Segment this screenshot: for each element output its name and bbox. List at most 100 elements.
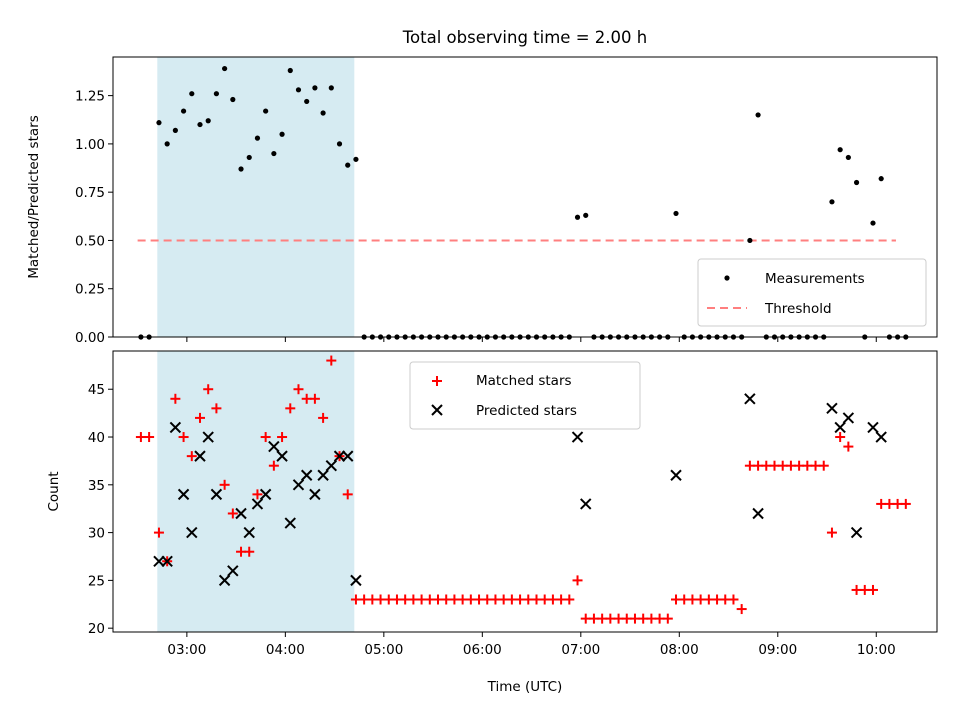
matched-star-point (900, 498, 911, 509)
measurement-point (574, 214, 581, 220)
y-tick-label: 40 (88, 430, 105, 446)
measurement-point (304, 98, 310, 105)
legend-threshold-label: Threshold (764, 301, 832, 317)
measurement-point (222, 65, 228, 72)
predicted-star-point (300, 469, 313, 481)
predicted-star-point (210, 488, 223, 501)
matched-star-point (260, 432, 271, 443)
measurement-point (312, 85, 318, 91)
measurement-point (673, 210, 679, 217)
matched-star-point (326, 355, 337, 366)
measurement-point (246, 154, 252, 161)
measurement-point (837, 147, 843, 153)
top-axes: 0.00 0.25 0.50 0.75 1.00 1.25 Matched/Predict… (26, 56, 938, 346)
measurement-point (213, 91, 220, 97)
matched-star-point (285, 403, 296, 414)
predicted-star-point (227, 565, 239, 577)
predicted-star-point (309, 488, 321, 501)
matched-star-point (736, 604, 747, 615)
top-legend-box (697, 258, 927, 327)
x-tick-label: 07:00 (561, 642, 600, 658)
x-tick-label: 08:00 (660, 642, 699, 658)
predicted-star-point (744, 393, 756, 405)
x-axis-label: Time (UTC) (487, 679, 563, 695)
bottom-y-axis-label: Count (46, 471, 62, 511)
matched-star-point (178, 432, 189, 443)
measurement-point (829, 199, 835, 205)
measurement-point (172, 127, 178, 133)
measurement-point (197, 121, 203, 128)
predicted-star-point (177, 488, 190, 501)
measurement-point (238, 166, 244, 172)
legend-matched-label: Matched stars (476, 373, 572, 389)
predicted-star-point (325, 459, 338, 472)
y-tick-label: 35 (88, 478, 105, 494)
measurement-point (755, 112, 761, 118)
measurement-point (164, 141, 170, 147)
x-tick-label: 06:00 (463, 642, 502, 658)
legend-predicted-marker (431, 404, 443, 416)
matched-star-point (227, 508, 238, 519)
measurement-point (853, 179, 860, 186)
matched-star-point (219, 479, 230, 490)
top-legend: Measurements Threshold (697, 258, 927, 327)
predicted-star-point (834, 421, 846, 434)
measurement-point (583, 212, 589, 218)
predicted-star-point (875, 431, 887, 443)
matched-star-point (252, 489, 263, 500)
measurement-point (287, 67, 293, 74)
matched-star-point (153, 527, 164, 538)
matched-star-point (194, 412, 205, 423)
measurement-point (279, 131, 285, 137)
predicted-star-point (752, 507, 764, 520)
predicted-star-point (259, 488, 272, 501)
predicted-star-point (235, 507, 247, 520)
matched-star-point (211, 403, 222, 414)
top-axes-ticks: 0.00 0.25 0.50 0.75 1.00 1.25 (75, 89, 877, 346)
matched-star-point (144, 432, 155, 443)
observing-window-span-bottom (157, 351, 355, 632)
measurement-point (336, 141, 343, 147)
y-tick-label: 0.50 (75, 233, 105, 249)
predicted-star-point (194, 450, 206, 462)
y-tick-label: 20 (88, 621, 105, 637)
predicted-star-point (670, 469, 682, 481)
measurement-point (271, 150, 277, 157)
matched-star-point (318, 412, 329, 423)
measurement-point (254, 135, 261, 141)
x-tick-label: 03:00 (167, 642, 206, 658)
measurement-point (870, 220, 876, 226)
predicted-star-point (268, 440, 280, 453)
measurement-point (353, 156, 359, 162)
predicted-star-point (342, 450, 354, 462)
legend-measurements-marker (724, 275, 730, 281)
chart-title: Total observing time = 2.00 h (402, 28, 647, 47)
predicted-star-point (243, 526, 255, 539)
y-tick-label: 30 (88, 526, 105, 542)
legend-matched-marker (432, 376, 442, 386)
predicted-star-point (218, 574, 231, 587)
measurement-point (295, 87, 302, 93)
observing-window-span-top (157, 57, 355, 337)
predicted-star-point (202, 431, 214, 443)
matched-star-point (818, 460, 829, 471)
predicted-star-point (867, 421, 879, 434)
y-tick-label: 0.75 (75, 185, 105, 201)
matched-star-point (277, 432, 288, 443)
measurement-point (189, 91, 195, 97)
measurement-point (230, 96, 236, 103)
matched-star-point (268, 460, 279, 471)
measurement-point (320, 110, 326, 116)
matched-star-point (835, 432, 846, 443)
matched-star-point (186, 451, 197, 462)
predicted-star-point (842, 412, 855, 424)
measurement-point (747, 237, 753, 244)
measurement-point (328, 85, 334, 91)
matched-star-point (843, 441, 854, 452)
predicted-star-point (571, 431, 584, 443)
predicted-star-point (292, 479, 305, 491)
matched-star-point (662, 613, 673, 624)
y-tick-label: 0.25 (75, 282, 105, 298)
matched-star-point (572, 575, 583, 586)
